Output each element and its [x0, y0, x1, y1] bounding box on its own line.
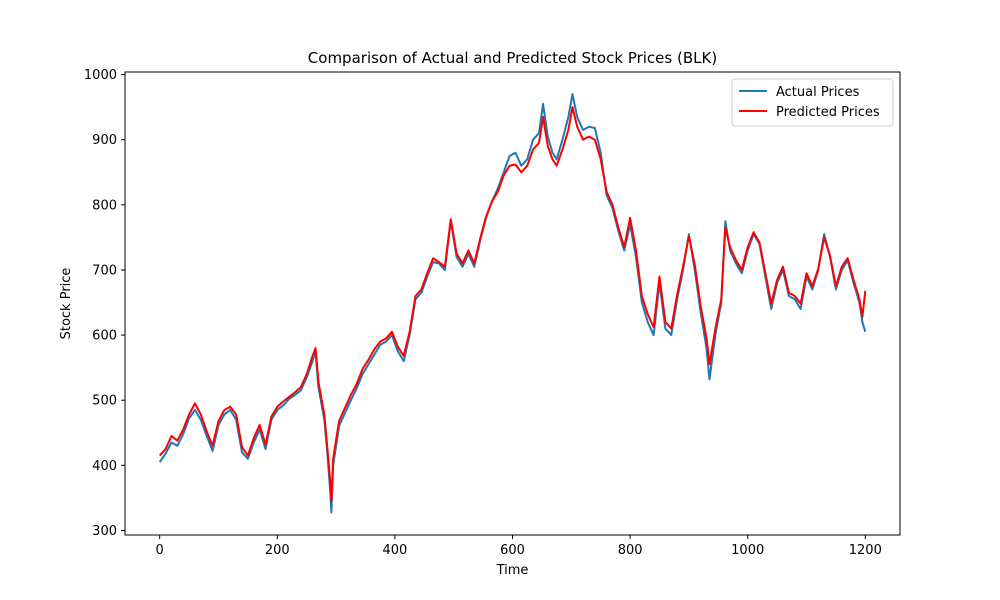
legend-label-predicted: Predicted Prices [776, 105, 880, 120]
y-axis: 300 400 500 600 700 800 900 1000 [84, 68, 125, 539]
y-tick-label: 600 [92, 329, 117, 344]
y-tick-label: 400 [92, 459, 117, 474]
x-tick-label: 0 [156, 543, 164, 558]
x-axis: 0 200 400 600 800 1000 1200 [156, 535, 882, 558]
y-tick-label: 1000 [84, 68, 117, 83]
series-line-actual [158, 93, 867, 514]
plot-area [158, 93, 867, 514]
y-tick-label: 300 [92, 524, 117, 539]
x-axis-label: Time [496, 563, 529, 578]
y-tick-label: 900 [92, 133, 117, 148]
y-axis-label: Stock Price [59, 268, 74, 340]
axes-frame [124, 71, 901, 536]
y-tick-label: 800 [92, 198, 117, 213]
x-tick-label: 1000 [731, 543, 764, 558]
legend-label-actual: Actual Prices [776, 85, 860, 100]
series-line-predicted [158, 106, 867, 503]
x-tick-label: 600 [500, 543, 525, 558]
x-tick-label: 200 [265, 543, 290, 558]
x-tick-label: 800 [618, 543, 643, 558]
x-tick-label: 1200 [849, 543, 882, 558]
y-tick-label: 700 [92, 263, 117, 278]
chart-title: Comparison of Actual and Predicted Stock… [308, 49, 717, 67]
legend-box [731, 78, 894, 127]
y-tick-label: 500 [92, 394, 117, 409]
legend: Actual Prices Predicted Prices [731, 78, 894, 127]
x-tick-label: 400 [382, 543, 407, 558]
